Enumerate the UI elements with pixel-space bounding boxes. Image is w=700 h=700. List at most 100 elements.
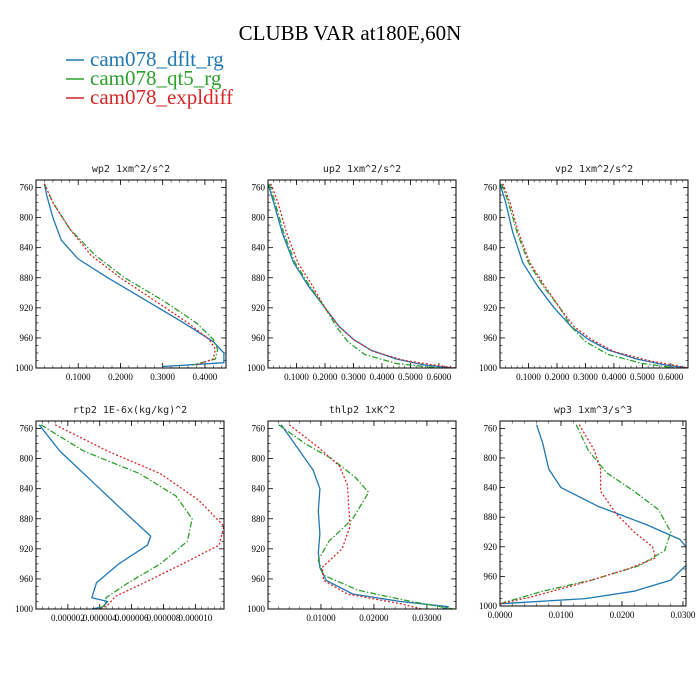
y-tick-label: 840 xyxy=(484,483,498,493)
panel-6: wp3 1xm^3/s^3 760 800 840 880 920 960 10000.000… xyxy=(479,405,696,620)
y-tick-label: 960 xyxy=(20,333,34,343)
x-tick-label: 0.2000 xyxy=(313,372,338,382)
x-tick-label: 0.0300 xyxy=(671,610,696,620)
series-line-cam078_qt5_rg xyxy=(43,183,219,366)
x-tick-label: 0.0100 xyxy=(549,610,574,620)
series-line-cam078_dflt_rg xyxy=(500,183,688,368)
y-tick-label: 920 xyxy=(252,303,266,313)
y-tick-label: 840 xyxy=(20,243,34,253)
y-tick-label: 800 xyxy=(252,454,266,464)
y-tick-label: 800 xyxy=(484,213,498,223)
y-tick-label: 880 xyxy=(20,514,34,524)
figure-title: CLUBB VAR at180E,60N xyxy=(239,21,462,45)
plot-frame xyxy=(35,420,225,610)
y-tick-label: 840 xyxy=(20,484,34,494)
y-tick-label: 800 xyxy=(484,453,498,463)
y-tick-label: 800 xyxy=(20,213,34,223)
plot-frame xyxy=(499,179,689,369)
x-tick-label: 0.4000 xyxy=(602,372,627,382)
y-tick-label: 760 xyxy=(252,424,266,434)
series-line-cam078_qt5_rg xyxy=(278,424,454,609)
series-line-cam078_dflt_rg xyxy=(500,424,686,605)
x-tick-label: 0.3000 xyxy=(150,372,175,382)
x-tick-label: 0.2000 xyxy=(545,372,570,382)
y-tick-label: 840 xyxy=(252,243,266,253)
y-tick-label: 1000 xyxy=(479,363,498,373)
panel-title: rtp2 1E-6x(kg/kg)^2 xyxy=(73,405,187,416)
x-tick-label: 0.0200 xyxy=(610,610,635,620)
y-tick-label: 760 xyxy=(20,183,34,193)
y-tick-label: 840 xyxy=(484,243,498,253)
y-tick-label: 800 xyxy=(252,213,266,223)
y-tick-label: 800 xyxy=(20,454,34,464)
x-tick-label: 0.5000 xyxy=(398,372,423,382)
y-tick-label: 1000 xyxy=(247,604,266,614)
legend-label-qt5: cam078_qt5_rg xyxy=(90,66,222,90)
x-tick-label: 0.5000 xyxy=(630,372,655,382)
series-line-cam078_expldiff xyxy=(54,424,224,609)
x-tick-label: 0.000010 xyxy=(178,613,212,623)
x-tick-label: 0.01000 xyxy=(306,613,336,623)
x-tick-label: 0.000004 xyxy=(83,613,117,623)
x-tick-label: 0.4000 xyxy=(193,372,218,382)
plot-frame xyxy=(35,179,227,369)
x-tick-label: 0.4000 xyxy=(370,372,395,382)
x-tick-label: 0.1000 xyxy=(66,372,91,382)
panel-1: wp2 1xm^2/s^2 760 800 840 880 920 960 1000 0.100… xyxy=(15,164,227,382)
series-line-cam078_dflt_rg xyxy=(38,424,152,609)
series-line-cam078_qt5_rg xyxy=(268,183,439,368)
x-tick-label: 0.000006 xyxy=(115,613,149,623)
series-line-cam078_qt5_rg xyxy=(500,424,672,605)
series-line-cam078_qt5_rg xyxy=(40,424,193,609)
legend: cam078_dflt_rg cam078_qt5_rg cam078_expl… xyxy=(66,47,233,109)
panel-title: wp3 1xm^3/s^3 xyxy=(554,405,632,416)
x-tick-label: 0.3000 xyxy=(341,372,366,382)
panel-5: thlp2 1xK^2 760 800 840 880 920 960 1000 0.01000… xyxy=(247,405,457,623)
x-tick-label: 0.3000 xyxy=(573,372,598,382)
x-tick-label: 0.2000 xyxy=(108,372,133,382)
plot-frame xyxy=(499,420,687,607)
y-tick-label: 960 xyxy=(20,574,34,584)
x-tick-label: 0.1000 xyxy=(516,372,541,382)
y-tick-label: 880 xyxy=(252,273,266,283)
y-tick-label: 1000 xyxy=(15,604,34,614)
x-tick-label: 0.1000 xyxy=(284,372,309,382)
x-tick-label: 0.0000 xyxy=(488,610,513,620)
series-line-cam078_expldiff xyxy=(270,183,456,368)
series-line-cam078_dflt_rg xyxy=(268,183,454,368)
panel-title: up2 1xm^2/s^2 xyxy=(323,164,401,175)
y-tick-label: 1000 xyxy=(15,363,34,373)
y-tick-label: 760 xyxy=(252,183,266,193)
y-tick-label: 920 xyxy=(20,303,34,313)
series-line-cam078_dflt_rg xyxy=(280,424,449,609)
legend-label-dflt: cam078_dflt_rg xyxy=(90,47,224,71)
series-line-cam078_dflt_rg xyxy=(43,183,225,368)
x-tick-label: 0.03000 xyxy=(412,613,442,623)
y-tick-label: 960 xyxy=(484,333,498,343)
y-tick-label: 840 xyxy=(252,484,266,494)
y-tick-label: 960 xyxy=(252,574,266,584)
y-tick-label: 920 xyxy=(484,542,498,552)
plot-frame xyxy=(267,420,457,610)
y-tick-label: 920 xyxy=(484,303,498,313)
y-tick-label: 920 xyxy=(20,544,34,554)
legend-label-expldiff: cam078_expldiff xyxy=(90,85,233,109)
x-tick-label: 0.02000 xyxy=(359,613,389,623)
panel-3: vp2 1xm^2/s^2 760 800 840 880 920 960 1000 0.100… xyxy=(479,164,689,382)
x-tick-label: 0.6000 xyxy=(427,372,452,382)
series-line-cam078_expldiff xyxy=(502,183,688,368)
y-tick-label: 880 xyxy=(20,273,34,283)
y-tick-label: 880 xyxy=(484,512,498,522)
x-tick-label: 0.6000 xyxy=(659,372,684,382)
plot-frame xyxy=(267,179,457,369)
series-line-cam078_expldiff xyxy=(43,183,217,366)
y-tick-label: 960 xyxy=(252,333,266,343)
y-tick-label: 920 xyxy=(252,544,266,554)
panel-title: wp2 1xm^2/s^2 xyxy=(92,164,170,175)
y-tick-label: 760 xyxy=(484,183,498,193)
x-tick-label: 0.000008 xyxy=(147,613,181,623)
y-tick-label: 880 xyxy=(484,273,498,283)
y-tick-label: 880 xyxy=(252,514,266,524)
series-line-cam078_expldiff xyxy=(500,424,657,605)
